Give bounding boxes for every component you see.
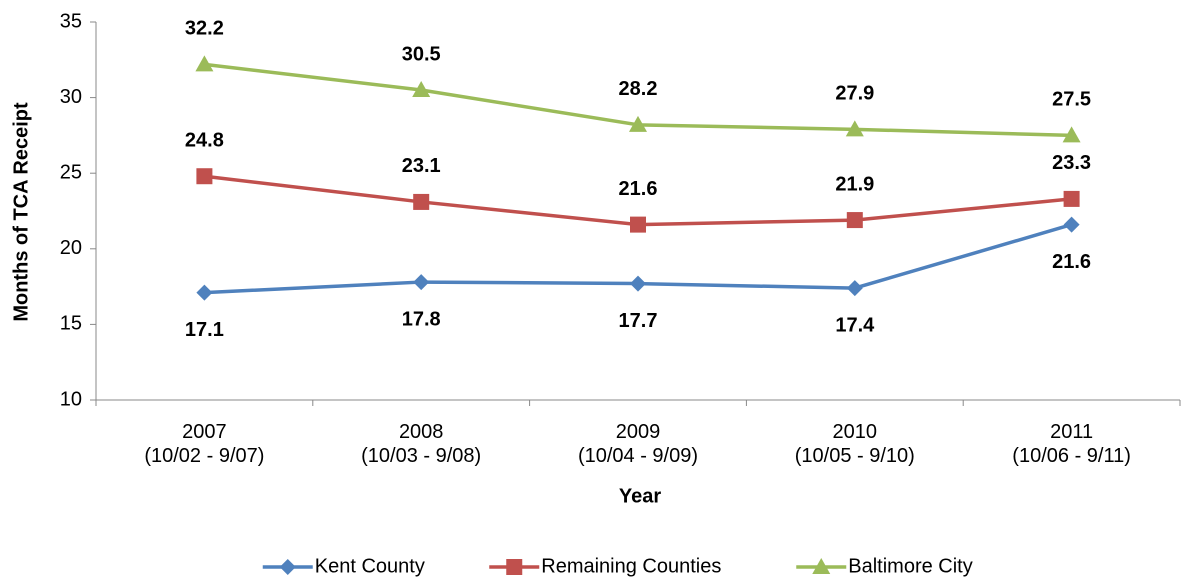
y-tick-label: 35 [60,10,82,32]
marker [412,81,431,98]
marker [413,193,430,210]
legend-label: Baltimore City [848,555,972,577]
y-tick-label: 10 [60,388,82,410]
marker [845,120,864,137]
marker [413,274,430,291]
marker [1063,190,1080,207]
data-label: 17.7 [619,310,658,332]
data-label: 21.9 [835,173,874,195]
marker [506,559,523,575]
marker [630,275,646,292]
data-label: 32.2 [185,18,224,40]
legend-label: Kent County [315,555,425,577]
y-tick-label: 15 [60,313,82,335]
data-label: 17.4 [835,314,875,336]
data-label: 23.3 [1052,152,1091,174]
data-label: 17.1 [185,319,224,341]
y-tick-label: 20 [60,237,82,259]
data-label: 28.2 [619,78,658,100]
y-axis-title: Months of TCA Receipt [10,102,32,322]
marker [279,559,296,575]
data-label: 23.1 [402,155,441,177]
marker [812,558,831,574]
x-axis-title: Year [619,485,661,507]
x-tick-label: 2011 (10/06 - 9/11) [1012,421,1131,467]
data-label: 30.5 [402,43,441,65]
marker [195,55,214,72]
data-label: 27.9 [835,83,874,105]
x-tick-label: 2010 (10/05 - 9/10) [794,421,915,467]
data-label: 21.6 [1052,251,1091,273]
marker [1063,216,1080,233]
data-label: 24.8 [185,130,224,152]
marker [630,216,646,233]
y-tick-label: 30 [60,86,82,108]
marker [1062,126,1081,143]
y-tick-label: 25 [60,161,82,183]
x-tick-label: 2007 (10/02 - 9/07) [144,421,265,467]
x-tick-label: 2008 (10/03 - 9/08) [361,421,482,467]
x-tick-label: 2009 (10/04 - 9/09) [577,421,699,467]
data-label: 27.5 [1052,89,1091,111]
marker [196,284,213,301]
marker [196,168,213,185]
marker [846,280,863,297]
data-label: 21.6 [619,178,658,200]
marker [629,115,647,132]
data-label: 17.8 [402,308,441,330]
legend-label: Remaining Counties [541,555,721,577]
marker [846,212,863,229]
